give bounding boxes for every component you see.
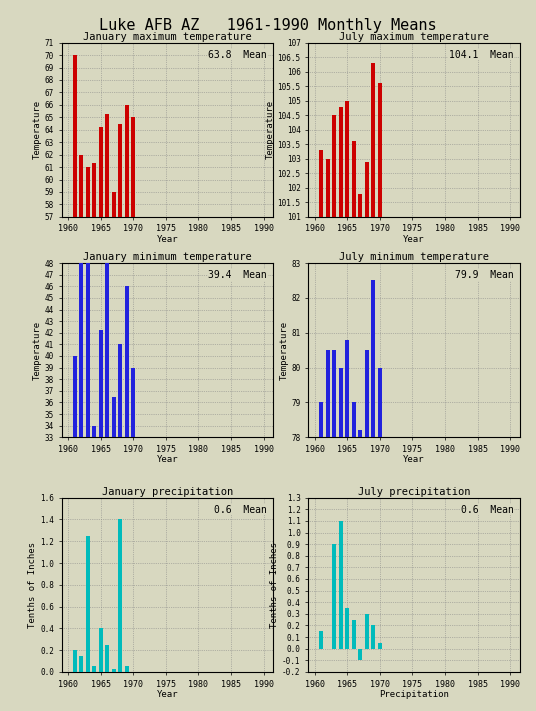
Bar bbox=[72, 356, 77, 437]
Y-axis label: Temperature: Temperature bbox=[280, 321, 288, 380]
Bar bbox=[99, 127, 103, 217]
Bar bbox=[86, 167, 90, 217]
Bar bbox=[72, 55, 77, 217]
Bar bbox=[131, 117, 136, 217]
Y-axis label: Temperature: Temperature bbox=[266, 100, 274, 159]
Bar bbox=[319, 402, 323, 437]
Y-axis label: Tenths of Inches: Tenths of Inches bbox=[28, 542, 38, 628]
Title: January minimum temperature: January minimum temperature bbox=[83, 252, 252, 262]
Bar bbox=[105, 645, 109, 672]
Bar bbox=[345, 101, 349, 217]
Bar bbox=[92, 666, 96, 672]
Bar bbox=[326, 350, 330, 437]
X-axis label: Year: Year bbox=[403, 235, 425, 244]
Text: 63.8  Mean: 63.8 Mean bbox=[209, 50, 267, 60]
Bar bbox=[332, 544, 337, 648]
Bar bbox=[352, 402, 356, 437]
Bar bbox=[371, 626, 375, 648]
Title: July precipitation: July precipitation bbox=[358, 487, 470, 497]
Bar bbox=[339, 368, 343, 437]
X-axis label: Year: Year bbox=[157, 455, 178, 464]
Text: Luke AFB AZ   1961-1990 Monthly Means: Luke AFB AZ 1961-1990 Monthly Means bbox=[99, 18, 437, 33]
Text: 39.4  Mean: 39.4 Mean bbox=[209, 270, 267, 280]
Bar bbox=[352, 141, 356, 217]
Bar bbox=[332, 350, 337, 437]
X-axis label: Year: Year bbox=[157, 690, 178, 699]
Bar bbox=[345, 608, 349, 648]
Bar bbox=[332, 115, 337, 217]
Title: January maximum temperature: January maximum temperature bbox=[83, 32, 252, 42]
Bar bbox=[131, 368, 136, 437]
Bar bbox=[118, 124, 122, 217]
Bar bbox=[378, 368, 382, 437]
Bar bbox=[111, 397, 116, 437]
Bar bbox=[319, 150, 323, 217]
Bar bbox=[72, 650, 77, 672]
Bar bbox=[371, 280, 375, 437]
Bar bbox=[364, 350, 369, 437]
Title: July maximum temperature: July maximum temperature bbox=[339, 32, 489, 42]
Y-axis label: Tenths of Inches: Tenths of Inches bbox=[270, 542, 279, 628]
Bar bbox=[86, 536, 90, 672]
Bar bbox=[125, 287, 129, 437]
Bar bbox=[358, 193, 362, 217]
Text: 0.6  Mean: 0.6 Mean bbox=[214, 505, 267, 515]
X-axis label: Year: Year bbox=[157, 235, 178, 244]
Bar bbox=[358, 430, 362, 437]
Y-axis label: Temperature: Temperature bbox=[33, 321, 42, 380]
Bar bbox=[339, 521, 343, 648]
Bar bbox=[326, 159, 330, 217]
Bar bbox=[105, 114, 109, 217]
Bar bbox=[319, 631, 323, 648]
Bar bbox=[92, 426, 96, 437]
Bar bbox=[352, 620, 356, 648]
Bar bbox=[345, 340, 349, 437]
Y-axis label: Temperature: Temperature bbox=[33, 100, 42, 159]
Text: 0.6  Mean: 0.6 Mean bbox=[461, 505, 513, 515]
Bar bbox=[111, 192, 116, 217]
Bar bbox=[339, 107, 343, 217]
Bar bbox=[86, 182, 90, 437]
Title: January precipitation: January precipitation bbox=[102, 487, 233, 497]
Bar bbox=[125, 666, 129, 672]
X-axis label: Precipitation: Precipitation bbox=[379, 690, 449, 699]
Bar bbox=[105, 164, 109, 437]
Bar bbox=[358, 648, 362, 661]
X-axis label: Year: Year bbox=[403, 455, 425, 464]
Text: 79.9  Mean: 79.9 Mean bbox=[455, 270, 513, 280]
Bar bbox=[125, 105, 129, 217]
Bar bbox=[118, 344, 122, 437]
Bar bbox=[79, 182, 83, 437]
Bar bbox=[99, 331, 103, 437]
Text: 104.1  Mean: 104.1 Mean bbox=[449, 50, 513, 60]
Bar bbox=[378, 83, 382, 217]
Bar bbox=[364, 161, 369, 217]
Bar bbox=[371, 63, 375, 217]
Bar bbox=[79, 656, 83, 672]
Bar bbox=[364, 614, 369, 648]
Bar bbox=[378, 643, 382, 648]
Bar bbox=[92, 164, 96, 217]
Bar bbox=[118, 520, 122, 672]
Bar bbox=[111, 668, 116, 672]
Bar bbox=[99, 629, 103, 672]
Bar bbox=[79, 155, 83, 217]
Title: July minimum temperature: July minimum temperature bbox=[339, 252, 489, 262]
